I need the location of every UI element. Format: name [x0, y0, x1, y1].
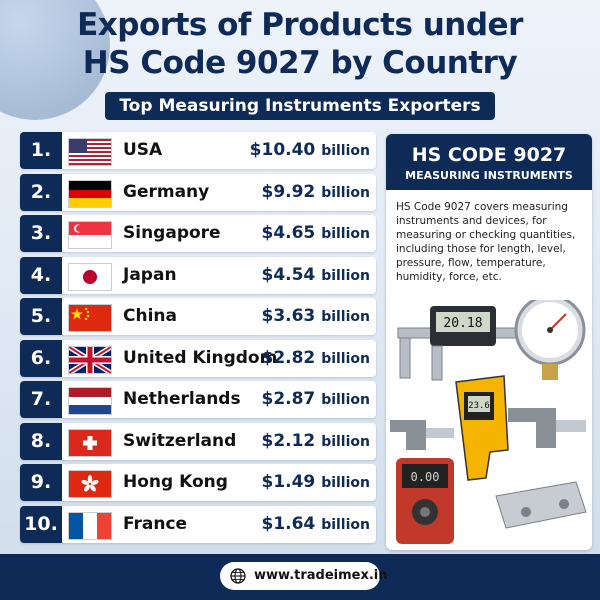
- title-line-1: Exports of Products under: [77, 7, 523, 43]
- country-name: Hong Kong: [123, 472, 228, 492]
- export-value: $9.92 billion: [261, 174, 370, 212]
- value-amount: $4.65: [261, 223, 316, 243]
- value-amount: $3.63: [261, 306, 316, 326]
- country-name: Switzerland: [123, 430, 237, 451]
- rank-label: 3.: [20, 215, 62, 252]
- thermometer-icon: 23.6: [455, 375, 509, 481]
- rank-label: 7.: [20, 381, 62, 418]
- value-unit: billion: [321, 143, 370, 159]
- value-amount: $1.49: [261, 472, 316, 492]
- subtitle-banner: Top Measuring Instruments Exporters: [105, 92, 495, 120]
- flag-japan-icon: [68, 262, 112, 291]
- website-url: www.tradeimex.in: [254, 568, 388, 583]
- value-amount: $2.12: [261, 430, 316, 451]
- country-name: USA: [123, 140, 163, 160]
- country-name: Germany: [123, 181, 210, 202]
- flag-usa-icon: [68, 138, 112, 166]
- value-amount: $9.92: [261, 181, 316, 202]
- flag-netherlands-icon: [68, 387, 112, 415]
- value-amount: $10.40: [249, 140, 316, 160]
- value-amount: $2.82: [261, 347, 316, 368]
- value-unit: billion: [321, 309, 370, 325]
- list-item: 9. Hong Kong $1.49 billion: [20, 464, 376, 501]
- page-title: Exports of Products under HS Code 9027 b…: [0, 6, 600, 82]
- thermometer-reading: 23.6: [468, 401, 490, 411]
- panel-header: HS CODE 9027 MEASURING INSTRUMENTS: [386, 134, 592, 190]
- globe-icon: [230, 568, 246, 584]
- value-unit: billion: [321, 184, 370, 201]
- value-unit: billion: [321, 392, 370, 408]
- list-item: 6. United Kingdom $2.82 billion: [20, 339, 376, 378]
- panel-subtitle: MEASURING INSTRUMENTS: [405, 169, 573, 182]
- exporters-list: 1. USA $10.40 billion: [20, 132, 376, 547]
- country-name: United Kingdom: [123, 347, 278, 368]
- micrometer-icon: [390, 408, 586, 450]
- flag-china-icon: [68, 304, 112, 332]
- value-amount: $4.54: [261, 264, 316, 285]
- multimeter-icon: 0.00: [396, 458, 454, 544]
- country-name: Singapore: [123, 223, 221, 243]
- list-item: 10. France $1.64 billion: [20, 505, 376, 544]
- list-item: 3. Singapore $4.65 billion: [20, 215, 376, 252]
- pressure-gauge-icon: [514, 294, 586, 380]
- rank-label: 8.: [20, 422, 62, 460]
- value-amount: $1.64: [261, 513, 316, 534]
- value-amount: $2.87: [261, 389, 316, 409]
- hs-code-panel: HS CODE 9027 MEASURING INSTRUMENTS HS Co…: [386, 134, 592, 550]
- country-name: Japan: [123, 264, 177, 285]
- list-item: 8. Switzerland $2.12 billion: [20, 422, 376, 461]
- value-unit: billion: [321, 516, 370, 533]
- value-unit: billion: [321, 226, 370, 242]
- footer: www.tradeimex.in: [0, 554, 600, 600]
- export-value: $2.87 billion: [261, 381, 370, 419]
- flag-france-icon: [68, 511, 112, 540]
- rank-label: 5.: [20, 298, 62, 335]
- flag-uk-icon: [68, 345, 112, 374]
- country-name: China: [123, 306, 177, 326]
- country-name: France: [123, 513, 188, 534]
- rank-label: 9.: [20, 464, 62, 501]
- instruments-illustration: 20.18 23.6: [386, 294, 592, 550]
- website-link[interactable]: www.tradeimex.in: [220, 562, 388, 590]
- country-name: Netherlands: [123, 389, 241, 409]
- export-value: $4.54 billion: [261, 257, 370, 295]
- value-unit: billion: [321, 350, 370, 367]
- title-line-2: HS Code 9027 by Country: [82, 45, 518, 81]
- export-value: $1.49 billion: [261, 464, 370, 502]
- list-item: 1. USA $10.40 billion: [20, 132, 376, 169]
- value-unit: billion: [321, 475, 370, 491]
- flag-germany-icon: [68, 179, 112, 208]
- flag-switzerland-icon: [68, 428, 112, 457]
- value-unit: billion: [321, 267, 370, 284]
- list-item: 5. China $3.63 billion: [20, 298, 376, 335]
- rank-label: 2.: [20, 173, 62, 211]
- export-value: $2.82 billion: [261, 340, 370, 378]
- caliper-icon: 20.18: [397, 306, 549, 381]
- export-value: $3.63 billion: [261, 298, 370, 336]
- export-value: $1.64 billion: [261, 506, 370, 544]
- panel-description: HS Code 9027 covers measuring instrument…: [396, 201, 576, 283]
- rank-label: 1.: [20, 132, 62, 169]
- export-value: $10.40 billion: [250, 132, 370, 170]
- panel-title: HS CODE 9027: [411, 144, 567, 166]
- flag-hongkong-icon: [68, 470, 112, 498]
- export-value: $2.12 billion: [261, 423, 370, 461]
- rank-label: 6.: [20, 339, 62, 377]
- list-item: 7. Netherlands $2.87 billion: [20, 381, 376, 418]
- rank-label: 4.: [20, 256, 62, 294]
- rank-label: 10.: [20, 505, 62, 543]
- caliper-reading: 20.18: [443, 316, 482, 331]
- value-unit: billion: [321, 433, 370, 450]
- flag-singapore-icon: [68, 221, 112, 249]
- export-value: $4.65 billion: [261, 215, 370, 253]
- list-item: 2. Germany $9.92 billion: [20, 173, 376, 212]
- load-cell-icon: [495, 481, 587, 529]
- multimeter-reading: 0.00: [411, 470, 440, 484]
- list-item: 4. Japan $4.54 billion: [20, 256, 376, 295]
